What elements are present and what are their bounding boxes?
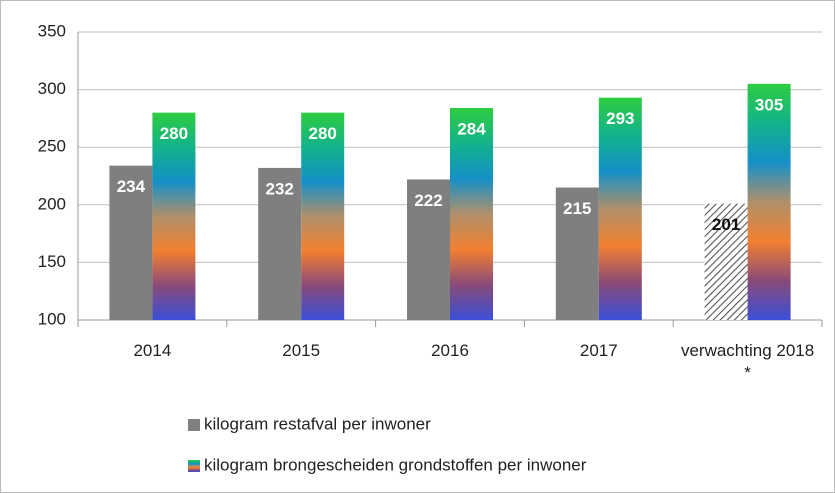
bar	[598, 97, 642, 320]
legend-swatch	[188, 419, 200, 431]
bar	[450, 108, 493, 320]
value-label: 201	[712, 215, 740, 234]
bar	[704, 203, 748, 320]
value-label: 284	[457, 120, 486, 139]
y-tick-label: 200	[38, 194, 66, 213]
value-label: 280	[160, 124, 188, 143]
y-tick-label: 300	[38, 79, 66, 98]
value-label: 293	[606, 109, 634, 128]
x-tick-label: verwachting 2018 *	[680, 341, 815, 382]
x-tick-label: 2017	[579, 341, 618, 360]
bar	[407, 179, 450, 320]
y-tick-label: 150	[38, 252, 66, 271]
value-label: 215	[563, 199, 591, 218]
y-tick-label: 350	[38, 21, 66, 40]
x-tick-label: 2014	[133, 341, 172, 360]
bar	[109, 165, 153, 320]
value-label: 232	[266, 179, 294, 198]
y-tick-label: 250	[38, 137, 66, 156]
y-tick-label: 100	[38, 309, 66, 328]
x-tick-label: 2015	[282, 341, 321, 360]
bar	[152, 112, 196, 320]
legend-label: kilogram restafval per inwoner	[204, 414, 431, 433]
value-label: 305	[755, 95, 783, 114]
value-label: 222	[414, 191, 442, 210]
bar	[747, 83, 791, 320]
bar	[555, 187, 599, 320]
value-label: 280	[309, 124, 337, 143]
bar	[258, 167, 302, 320]
legend-swatch	[188, 460, 200, 472]
value-label: 234	[117, 177, 146, 196]
bar	[301, 112, 345, 320]
legend-label: kilogram brongescheiden grondstoffen per…	[204, 455, 587, 474]
x-tick-label: 2016	[431, 341, 469, 360]
